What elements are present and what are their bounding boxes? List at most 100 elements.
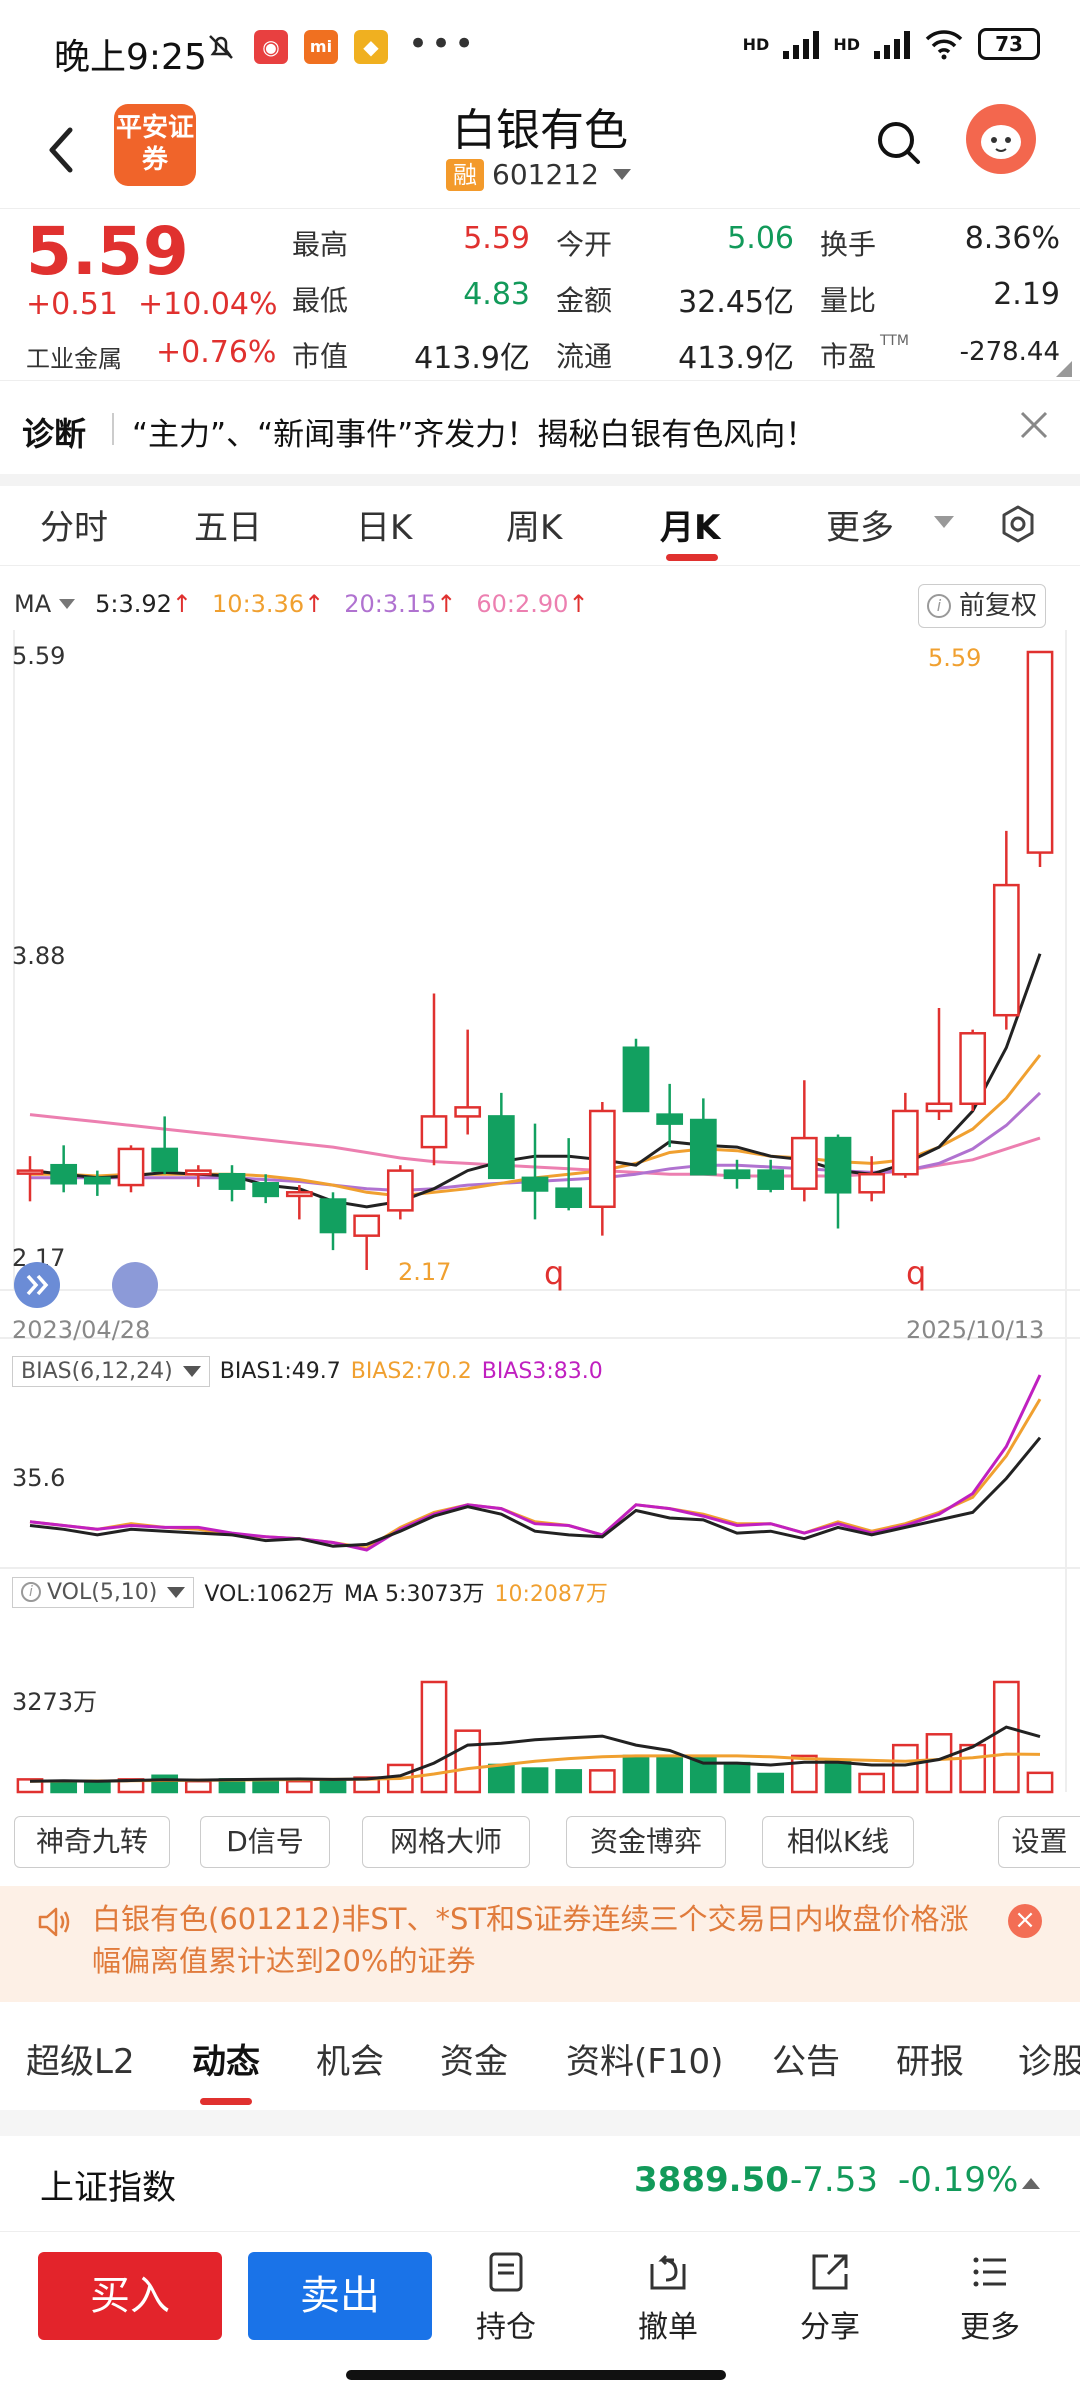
price-change-pct: +10.04%: [138, 287, 278, 322]
hold-button[interactable]: 持仓: [446, 2250, 566, 2346]
tab-super-l2[interactable]: 超级L2: [26, 2042, 135, 2082]
index-change: -7.53: [790, 2160, 878, 2200]
diagnosis-banner[interactable]: 诊断 “主力”、“新闻事件”齐发力！揭秘白银有色风向！: [0, 380, 1080, 474]
mi-app-icon: mi: [304, 30, 338, 64]
chevron-up-icon[interactable]: [1022, 2178, 1040, 2189]
vol-legend[interactable]: i VOL(5,10) VOL:1062万 MA 5:3073万 10:2087万: [12, 1576, 608, 1608]
close-icon[interactable]: [1016, 407, 1052, 443]
tab-opportunity[interactable]: 机会: [316, 2042, 384, 2082]
volume-bar: [50, 1779, 78, 1794]
vol-axis-label: 3273万: [12, 1688, 98, 1716]
share-button[interactable]: 分享: [770, 2250, 890, 2346]
tab-five-day[interactable]: 五日: [194, 508, 262, 548]
volume-bar: [487, 1763, 515, 1794]
stock-code-selector[interactable]: 融 601212: [446, 158, 631, 191]
stat-value-turnover: 8.36%: [964, 221, 1060, 256]
x-axis-end-date: 2025/10/13: [906, 1316, 1045, 1344]
candle-body: [790, 1136, 818, 1190]
tab-intraday[interactable]: 分时: [40, 508, 108, 548]
adjust-price-button[interactable]: i 前复权: [918, 584, 1047, 628]
volume-bar: [1026, 1771, 1054, 1794]
more-button[interactable]: 更多: [930, 2250, 1050, 2346]
index-ticker[interactable]: 上证指数 3889.50 -7.53 -0.19%: [0, 2136, 1080, 2232]
tab-daily-k[interactable]: 日K: [356, 508, 413, 548]
sell-button[interactable]: 卖出: [248, 2252, 432, 2340]
tab-research[interactable]: 研报: [896, 2042, 964, 2082]
ma60-value: 60:2.90: [476, 590, 569, 618]
candle-body: [656, 1113, 684, 1125]
expand-tools-button[interactable]: [14, 1262, 60, 1308]
tool-similar-k-button[interactable]: 相似K线: [762, 1816, 914, 1868]
buy-button[interactable]: 买入: [38, 2252, 222, 2340]
index-change-pct: -0.19%: [898, 2160, 1019, 2200]
candle-body: [285, 1191, 313, 1198]
last-price: 5.59: [26, 213, 189, 290]
vol-ma5-value: MA 5:3073万: [344, 1582, 485, 1607]
tab-news[interactable]: 动态: [192, 2042, 260, 2082]
candle-body: [319, 1198, 347, 1234]
tab-weekly-k[interactable]: 周K: [506, 508, 563, 548]
volume-bar: [723, 1761, 751, 1794]
x-axis-start-date: 2023/04/28: [12, 1316, 151, 1344]
tool-settings-button[interactable]: 设置: [998, 1816, 1080, 1868]
industry-name[interactable]: 工业金属: [26, 345, 122, 373]
risk-notice[interactable]: 白银有色(601212)非ST、*ST和S证券连续三个交易日内收盘价格涨幅偏离值…: [0, 1886, 1080, 2002]
quote-panel: 5.59 +0.51 +10.04% 工业金属 +0.76% 最高 5.59 最…: [0, 208, 1080, 378]
kline-chart[interactable]: [0, 630, 1080, 1800]
tool-fund-game-button[interactable]: 资金博弈: [566, 1816, 726, 1868]
reward-app-icon: ◆: [354, 30, 388, 64]
y-axis-mid-label: 3.88: [12, 942, 66, 970]
stat-label: 换手: [820, 228, 877, 261]
tab-more[interactable]: 更多: [826, 508, 894, 548]
stat-value-pe: -278.44: [959, 337, 1060, 367]
vol-selector[interactable]: i VOL(5,10): [12, 1576, 195, 1608]
industry-change: +0.76%: [156, 335, 277, 370]
expand-corner-icon[interactable]: [1056, 361, 1072, 377]
chevron-down-icon: [167, 1586, 186, 1598]
bias-legend[interactable]: BIAS(6,12,24) BIAS1:49.7 BIAS2:70.2 BIAS…: [12, 1356, 603, 1387]
vol-ma10-value: 10:2087万: [494, 1582, 608, 1607]
candle-body: [757, 1169, 785, 1190]
bias-selector[interactable]: BIAS(6,12,24): [12, 1356, 210, 1387]
tab-f10[interactable]: 资料(F10): [566, 2042, 724, 2082]
candle-body: [824, 1136, 852, 1194]
tool-grid-master-button[interactable]: 网格大师: [362, 1816, 530, 1868]
cancel-order-button[interactable]: 撤单: [608, 2250, 728, 2346]
avatar[interactable]: [966, 104, 1036, 174]
event-marker[interactable]: q: [544, 1254, 565, 1292]
event-marker[interactable]: q: [906, 1254, 927, 1292]
active-tab-indicator: [666, 554, 718, 561]
back-arrow-icon[interactable]: [40, 120, 80, 180]
home-indicator[interactable]: [346, 2370, 726, 2380]
tab-diagnosis[interactable]: 诊股: [1018, 2042, 1080, 2082]
stat-label: 今开: [556, 228, 613, 261]
stat-label: 最高: [292, 228, 349, 261]
bias1-value: BIAS1:49.7: [219, 1359, 341, 1384]
volume-bar: [555, 1769, 583, 1794]
tab-announcements[interactable]: 公告: [772, 2042, 840, 2082]
tool-d-signal-button[interactable]: D信号: [200, 1816, 330, 1868]
chart-grid: [0, 630, 1080, 1792]
search-icon[interactable]: [874, 118, 922, 166]
mute-bell-icon: [209, 35, 233, 59]
stock-code: 601212: [492, 158, 599, 191]
candle-body: [117, 1147, 145, 1187]
signal-badge-icon[interactable]: [112, 1262, 158, 1308]
tab-funds[interactable]: 资金: [440, 2042, 508, 2082]
gear-icon[interactable]: [998, 504, 1038, 544]
ma-legend[interactable]: MA 5:3.92 ↑ 10:3.36 ↑ 20:3.15 ↑ 60:2.90 ↑: [14, 590, 589, 618]
up-arrow-icon: ↑: [436, 590, 457, 618]
chevron-down-icon: [612, 169, 631, 180]
candle-body: [420, 1115, 448, 1149]
divider: [0, 2110, 1080, 2136]
chevron-down-icon: [182, 1366, 201, 1377]
max-price-label: 5.59: [928, 644, 982, 672]
candle-body: [992, 883, 1020, 1017]
close-icon[interactable]: ×: [1008, 1904, 1042, 1938]
candle-body: [454, 1106, 482, 1118]
tool-nine-turn-button[interactable]: 神奇九转: [14, 1816, 170, 1868]
ma-title: MA: [14, 590, 52, 618]
signal-icon-2: [874, 29, 910, 59]
mascot-icon: [981, 125, 1021, 159]
tab-monthly-k[interactable]: 月K: [660, 508, 721, 548]
